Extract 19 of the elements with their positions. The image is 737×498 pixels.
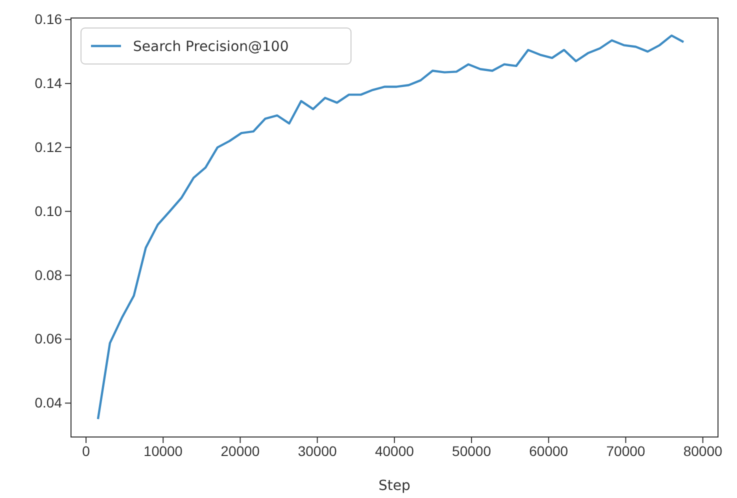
x-tick-label: 20000 xyxy=(220,442,260,459)
x-tick-label: 70000 xyxy=(606,442,646,459)
y-tick-label: 0.16 xyxy=(34,11,62,28)
x-tick-label: 10000 xyxy=(144,442,183,459)
y-tick-label: 0.06 xyxy=(34,330,62,347)
x-tick-label: 60000 xyxy=(529,442,568,459)
y-tick-label: 0.04 xyxy=(34,394,62,411)
y-tick-label: 0.14 xyxy=(34,75,62,91)
y-tick-label: 0.08 xyxy=(34,266,62,283)
x-axis-title: Step xyxy=(378,478,411,494)
x-tick-label: 50000 xyxy=(452,442,492,459)
x-tick-label: 40000 xyxy=(374,442,414,459)
x-tick-label: 0 xyxy=(82,442,90,459)
line-series xyxy=(96,34,685,420)
x-tick-label: 30000 xyxy=(298,442,337,459)
y-tick-label: 0.12 xyxy=(34,138,62,155)
y-tick-label: 0.10 xyxy=(34,202,62,219)
x-tick-label: 80000 xyxy=(683,442,722,459)
legend-label: Search Precision@100 xyxy=(133,39,289,55)
